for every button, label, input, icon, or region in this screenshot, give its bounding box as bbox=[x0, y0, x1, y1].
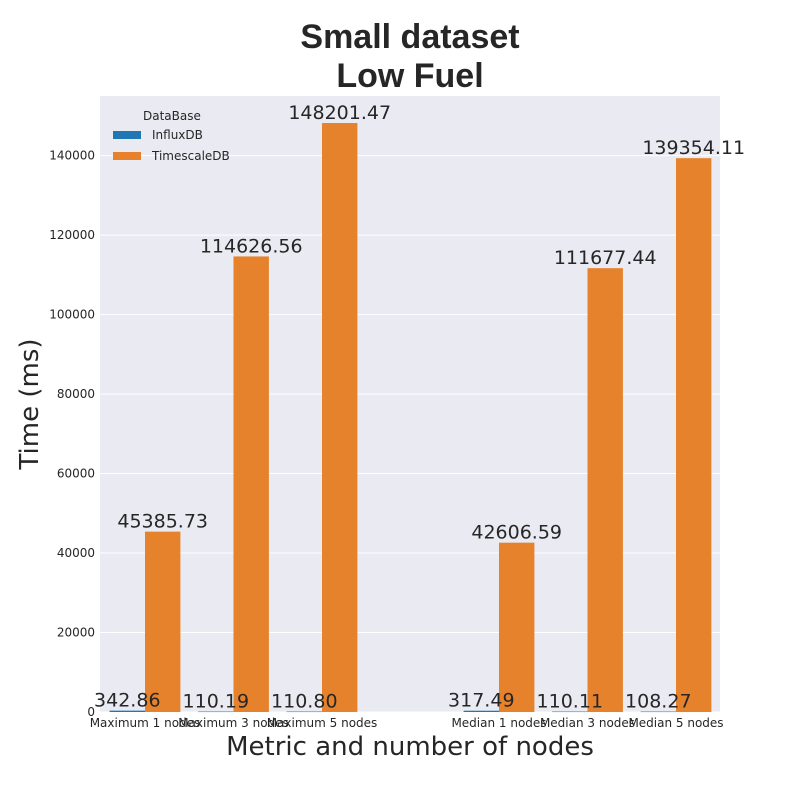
bar-value-label: 108.27 bbox=[625, 691, 691, 713]
bar-value-label: 148201.47 bbox=[288, 102, 391, 124]
y-tick-label: 20000 bbox=[57, 626, 95, 640]
bar-value-label: 110.80 bbox=[271, 691, 337, 713]
bar-timescaledb bbox=[145, 531, 181, 712]
bar-timescaledb bbox=[587, 268, 623, 712]
y-tick-label: 120000 bbox=[49, 228, 95, 242]
bar-value-label: 111677.44 bbox=[554, 247, 657, 269]
legend-label-influxdb: InfluxDB bbox=[152, 128, 203, 142]
bar-timescaledb bbox=[676, 158, 712, 712]
bar-value-label: 42606.59 bbox=[471, 522, 562, 544]
bar-influxdb bbox=[640, 711, 676, 713]
y-tick-label: 100000 bbox=[49, 308, 95, 322]
y-tick-label: 80000 bbox=[57, 387, 95, 401]
plot-area bbox=[100, 96, 720, 712]
bar-timescaledb bbox=[499, 542, 535, 712]
x-tick-label: Maximum 1 nodes bbox=[90, 716, 201, 730]
bar-value-label: 114626.56 bbox=[200, 235, 303, 257]
x-tick-label: Maximum 3 nodes bbox=[178, 716, 289, 730]
bar-value-label: 110.19 bbox=[183, 691, 249, 713]
x-axis-label: Metric and number of nodes bbox=[226, 732, 594, 762]
bar-value-label: 317.49 bbox=[448, 690, 514, 712]
legend-swatch-timescaledb bbox=[113, 152, 141, 160]
legend-title: DataBase bbox=[143, 109, 201, 123]
bar-labels: 342.86 45385.73 110.19 114626.56 110.80 14820… bbox=[94, 102, 745, 713]
chart-title-line-2: Low Fuel bbox=[336, 57, 483, 95]
bar-value-label: 45385.73 bbox=[117, 511, 208, 533]
bar-influxdb bbox=[463, 710, 499, 712]
bars bbox=[109, 123, 712, 713]
gridlines bbox=[100, 155, 720, 713]
chart-title-line-1: Small dataset bbox=[300, 18, 519, 56]
y-tick-label: 40000 bbox=[57, 546, 95, 560]
y-tick-label: 140000 bbox=[49, 149, 95, 163]
legend-label-timescaledb: TimescaleDB bbox=[151, 149, 230, 163]
bar-influxdb bbox=[109, 710, 145, 712]
x-tick-label: Median 1 nodes bbox=[451, 716, 546, 730]
y-axis-label: Time (ms) bbox=[15, 338, 45, 470]
y-axis-ticks: 0 20000 40000 60000 80000 100000 120000 140000 bbox=[49, 149, 95, 719]
bar-influxdb bbox=[198, 711, 234, 713]
bar-influxdb bbox=[552, 711, 588, 713]
y-tick-label: 0 bbox=[87, 705, 95, 719]
bar-value-label: 139354.11 bbox=[642, 137, 745, 159]
bar-value-label: 110.11 bbox=[537, 691, 603, 713]
x-tick-label: Maximum 5 nodes bbox=[267, 716, 378, 730]
bar-timescaledb bbox=[322, 123, 358, 712]
x-tick-label: Median 5 nodes bbox=[628, 716, 723, 730]
bar-timescaledb bbox=[233, 256, 269, 712]
x-tick-label: Median 3 nodes bbox=[540, 716, 635, 730]
bar-value-label: 342.86 bbox=[94, 690, 160, 712]
y-tick-label: 60000 bbox=[57, 467, 95, 481]
bar-influxdb bbox=[286, 711, 322, 713]
legend-swatch-influxdb bbox=[113, 131, 141, 139]
legend: DataBase InfluxDB TimescaleDB bbox=[113, 109, 230, 163]
